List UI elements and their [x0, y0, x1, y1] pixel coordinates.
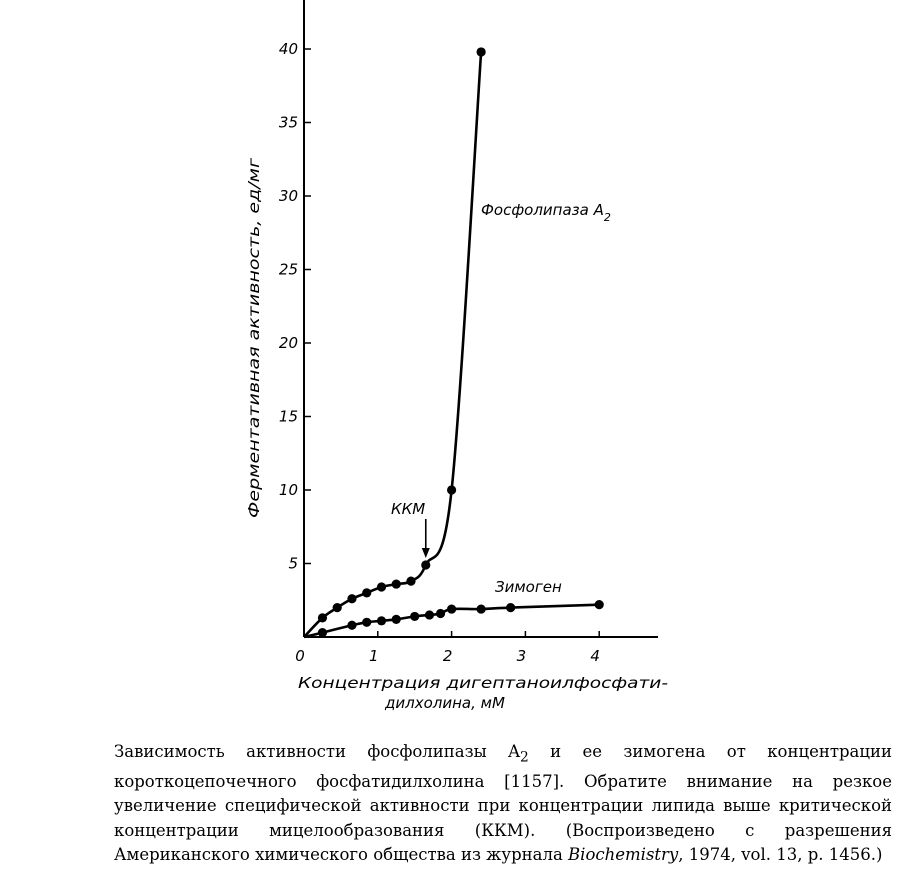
- x-tick-label: 4: [590, 647, 600, 665]
- series-label-phospholipase-subscript: 2: [604, 211, 611, 224]
- caption-subscript: 2: [520, 749, 529, 766]
- caption-part3: , 1974, vol. 13, p. 1456.): [678, 845, 883, 865]
- labels: Концентрация дигептаноилфосфати- дилхоли…: [245, 158, 668, 712]
- data-point-zymogen: [594, 600, 604, 610]
- y-tick-label: 35: [279, 114, 298, 132]
- caption-part1: Зависимость активности фосфолипазы A: [114, 742, 521, 761]
- y-axis-label: Ферментативная активность, ед/мг: [245, 158, 263, 518]
- data-point-zymogen: [410, 611, 420, 622]
- x-tick-label: 1: [369, 647, 379, 665]
- x-axis-label-line2: дилхолина, мМ: [384, 694, 505, 712]
- series-line-phospholipase: [303, 51, 483, 638]
- y-tick-label: 30: [279, 187, 298, 205]
- x-tick-label: 3: [517, 647, 527, 665]
- data-point-zymogen: [391, 614, 401, 624]
- series-label-phospholipase-name: Фосфолипаза A: [481, 201, 604, 219]
- data-point-phospholipase: [376, 582, 387, 592]
- data-point-zymogen: [317, 627, 328, 638]
- y-tick-label: 20: [279, 334, 298, 352]
- points: [317, 47, 604, 638]
- data-point-phospholipase: [317, 613, 328, 623]
- y-tick-label: 15: [279, 408, 298, 426]
- x-tick-label: 0: [295, 647, 305, 665]
- data-point-zymogen: [447, 604, 457, 614]
- data-point-zymogen: [362, 617, 372, 627]
- y-tick-label: 5: [288, 555, 298, 573]
- data-point-phospholipase: [421, 560, 431, 570]
- axes: [303, 0, 658, 638]
- data-point-zymogen: [506, 603, 516, 613]
- series-label-phospholipase: Фосфолипаза A2: [481, 201, 611, 224]
- x-axis-label-line1: Концентрация дигептаноилфосфати-: [298, 674, 668, 692]
- data-point-zymogen: [347, 620, 357, 630]
- annotation-kkm: ККМ: [391, 500, 425, 518]
- data-point-phospholipase: [391, 579, 401, 589]
- data-point-phospholipase: [332, 603, 342, 613]
- ticks: 0 1 2 3 4 5 10 15 20 25 30 35 40: [279, 40, 600, 665]
- curves: [303, 51, 600, 639]
- data-point-zymogen: [424, 610, 435, 620]
- x-tick-label: 2: [443, 647, 453, 665]
- y-tick-label: 10: [279, 481, 298, 499]
- y-tick-label: 40: [279, 40, 298, 58]
- data-point-zymogen: [476, 604, 486, 614]
- data-point-zymogen: [435, 608, 446, 619]
- series-label-zymogen: Зимоген: [495, 578, 562, 596]
- data-point-zymogen: [376, 616, 387, 626]
- caption-journal: Biochemistry: [568, 845, 679, 865]
- data-point-phospholipase: [447, 485, 457, 495]
- data-point-phospholipase: [406, 576, 416, 586]
- data-point-phospholipase: [362, 588, 372, 598]
- data-point-phospholipase: [476, 47, 486, 57]
- chart: 0 1 2 3 4 5 10 15 20 25 30 35 40 Концентрация дигепт…: [245, 0, 668, 712]
- annotation-arrow-head: [421, 547, 430, 558]
- caption-part2: и ее зимогена от концентрации короткоцеп…: [114, 742, 892, 865]
- figure-caption: Зависимость активности фосфолипазы A2 и …: [114, 740, 892, 868]
- data-point-phospholipase: [347, 594, 357, 604]
- y-tick-label: 25: [279, 261, 298, 279]
